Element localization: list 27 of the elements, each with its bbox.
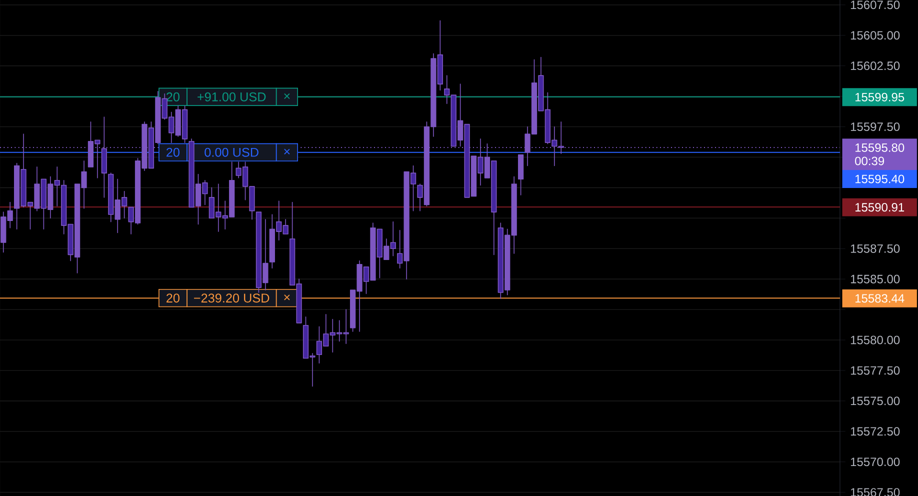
annotation: ×	[284, 148, 290, 154]
ref-line-label: 15583.44	[855, 294, 904, 303]
y-tick-label: 15577.50	[850, 366, 900, 375]
annotation: 20	[166, 148, 180, 157]
text: 00:39	[855, 156, 884, 166]
candlestick	[518, 154, 524, 196]
y-tick-label: 15597.50	[850, 122, 900, 131]
y-tick-label: 15572.50	[850, 427, 900, 436]
y-tick-label: 15602.50	[850, 62, 900, 70]
ref-line-label: 15599.95	[855, 92, 904, 102]
y-tick-label: 15607.50	[850, 0, 900, 10]
ref-line-label: 15590.91	[855, 203, 904, 212]
y-tick-label: 15585.00	[850, 274, 900, 284]
annotation: −239.20 USD	[194, 294, 270, 303]
annotation: 20	[166, 92, 180, 102]
y-tick-label: 15587.50	[850, 244, 900, 253]
annotation: 20	[166, 294, 180, 303]
annotation: ×	[284, 294, 290, 300]
annotation: 0.00 USD	[204, 148, 258, 157]
annotation: ×	[284, 93, 290, 99]
y-tick-label: 15575.00	[850, 396, 900, 406]
ref-line-label: 15595.80	[855, 143, 904, 152]
y-tick-label: 15580.00	[850, 336, 900, 344]
annotation: +91.00 USD	[198, 92, 266, 102]
y-tick-label: 15605.00	[850, 31, 900, 40]
y-tick-label: 15570.00	[850, 458, 900, 466]
ref-line-label: 15595.40	[855, 174, 904, 184]
